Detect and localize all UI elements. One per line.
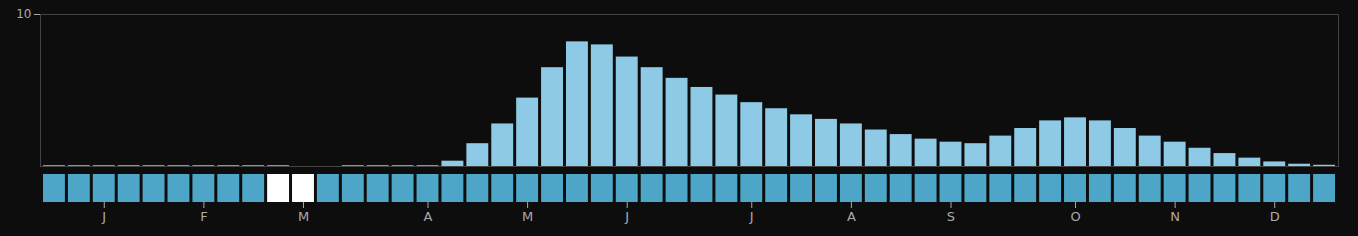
svg-text:M: M [298, 209, 309, 224]
svg-text:F: F [200, 209, 207, 224]
svg-text:A: A [847, 209, 856, 224]
svg-text:O: O [1070, 209, 1080, 224]
svg-text:D: D [1270, 209, 1280, 224]
svg-text:S: S [947, 209, 955, 224]
svg-text:J: J [624, 209, 629, 224]
svg-text:J: J [101, 209, 106, 224]
svg-text:M: M [522, 209, 533, 224]
svg-text:A: A [424, 209, 433, 224]
svg-text:J: J [749, 209, 754, 224]
svg-text:10: 10 [16, 7, 31, 21]
svg-text:N: N [1170, 209, 1180, 224]
